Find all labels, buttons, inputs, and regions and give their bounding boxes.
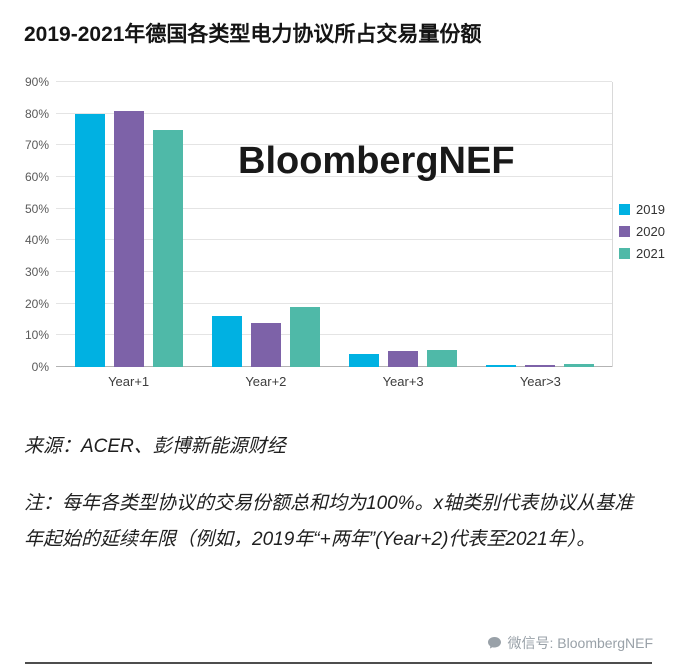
legend-label: 2019 bbox=[636, 202, 665, 217]
bar-group-Year+2 bbox=[211, 82, 320, 367]
y-axis-tick-label: 70% bbox=[24, 138, 49, 153]
bar-group-Year>3 bbox=[485, 82, 594, 367]
legend-item-2019: 2019 bbox=[619, 202, 671, 217]
gridline bbox=[56, 334, 612, 336]
note-text: 注：每年各类型协议的交易份额总和均为100%。x轴类别代表协议从基准年起始的延续… bbox=[24, 493, 634, 551]
legend-label: 2020 bbox=[636, 224, 665, 239]
y-axis-tick-label: 80% bbox=[24, 106, 49, 121]
legend-item-2021: 2021 bbox=[619, 246, 671, 261]
y-axis-tick-label: 60% bbox=[24, 170, 49, 184]
bar-2020-Year+2 bbox=[250, 322, 281, 367]
bar-2019-Year+3 bbox=[348, 354, 379, 367]
source-text: 来源：ACER、彭博新能源财经 bbox=[24, 436, 286, 457]
y-axis-tick-label: 50% bbox=[24, 201, 49, 216]
legend-swatch bbox=[619, 204, 630, 215]
legend-swatch bbox=[619, 226, 630, 237]
wechat-watermark: 微信号: BloombergNEF bbox=[484, 633, 655, 653]
bottom-divider bbox=[25, 662, 652, 664]
gridline bbox=[56, 144, 612, 146]
y-axis: 0% 10% 20% 30% 40% 50% 60% 70% 80% 90% bbox=[12, 75, 56, 374]
gridline bbox=[56, 207, 612, 209]
plot-area: BloombergNEF bbox=[56, 81, 613, 367]
gridline bbox=[56, 176, 612, 177]
gridline bbox=[56, 366, 612, 367]
bar-2021-Year+2 bbox=[289, 306, 320, 367]
y-axis-tick-label: 40% bbox=[24, 233, 49, 248]
bar-2021-Year>3 bbox=[563, 363, 594, 367]
bar-2020-Year+1 bbox=[113, 110, 144, 367]
page-title: 2019-2021年德国各类型电力协议所占交易量份额 bbox=[24, 23, 482, 46]
bar-2019-Year>3 bbox=[485, 365, 516, 367]
gridline bbox=[56, 112, 612, 114]
bar-chart: 0% 10% 20% 30% 40% 50% 60% 70% 80% 90% BloombergN… bbox=[12, 75, 671, 389]
x-axis-label: Year+3 bbox=[382, 374, 424, 389]
bar-2021-Year+1 bbox=[152, 129, 183, 367]
x-axis-label: Year+1 bbox=[108, 374, 150, 389]
bar-groups bbox=[56, 82, 612, 367]
legend-label: 2021 bbox=[636, 246, 665, 261]
bar-2019-Year+1 bbox=[74, 113, 105, 367]
gridline bbox=[56, 239, 612, 241]
bar-2020-Year+3 bbox=[387, 351, 418, 367]
legend-swatch bbox=[619, 248, 630, 259]
y-axis-tick-label: 30% bbox=[24, 265, 49, 279]
gridline bbox=[56, 81, 612, 82]
bar-group-Year+1 bbox=[74, 82, 183, 367]
x-axis-labels: Year+1 Year+2 Year+3 Year>3 bbox=[56, 374, 613, 389]
legend-item-2020: 2020 bbox=[619, 224, 671, 239]
y-axis-tick-label: 20% bbox=[24, 296, 49, 311]
y-axis-tick-label: 90% bbox=[24, 75, 49, 89]
y-axis-tick-label: 0% bbox=[31, 360, 49, 374]
bar-2019-Year+2 bbox=[211, 316, 242, 367]
plot-wrap: BloombergNEF Year+1 Year+2 Year+3 Year>3 bbox=[56, 81, 613, 389]
chat-bubble-icon bbox=[487, 636, 502, 650]
y-axis-tick-label: 10% bbox=[24, 328, 49, 343]
x-axis-label: Year+2 bbox=[245, 374, 287, 389]
bloombergnef-watermark: BloombergNEF bbox=[238, 140, 515, 182]
bar-2020-Year>3 bbox=[524, 365, 555, 367]
wechat-watermark-label: 微信号: BloombergNEF bbox=[507, 635, 653, 651]
x-axis-label: Year>3 bbox=[519, 374, 561, 389]
bar-2021-Year+3 bbox=[426, 349, 457, 367]
bar-group-Year+3 bbox=[348, 82, 457, 367]
legend: 2019 2020 2021 bbox=[613, 202, 671, 389]
gridline bbox=[56, 302, 612, 304]
gridline bbox=[56, 271, 612, 272]
